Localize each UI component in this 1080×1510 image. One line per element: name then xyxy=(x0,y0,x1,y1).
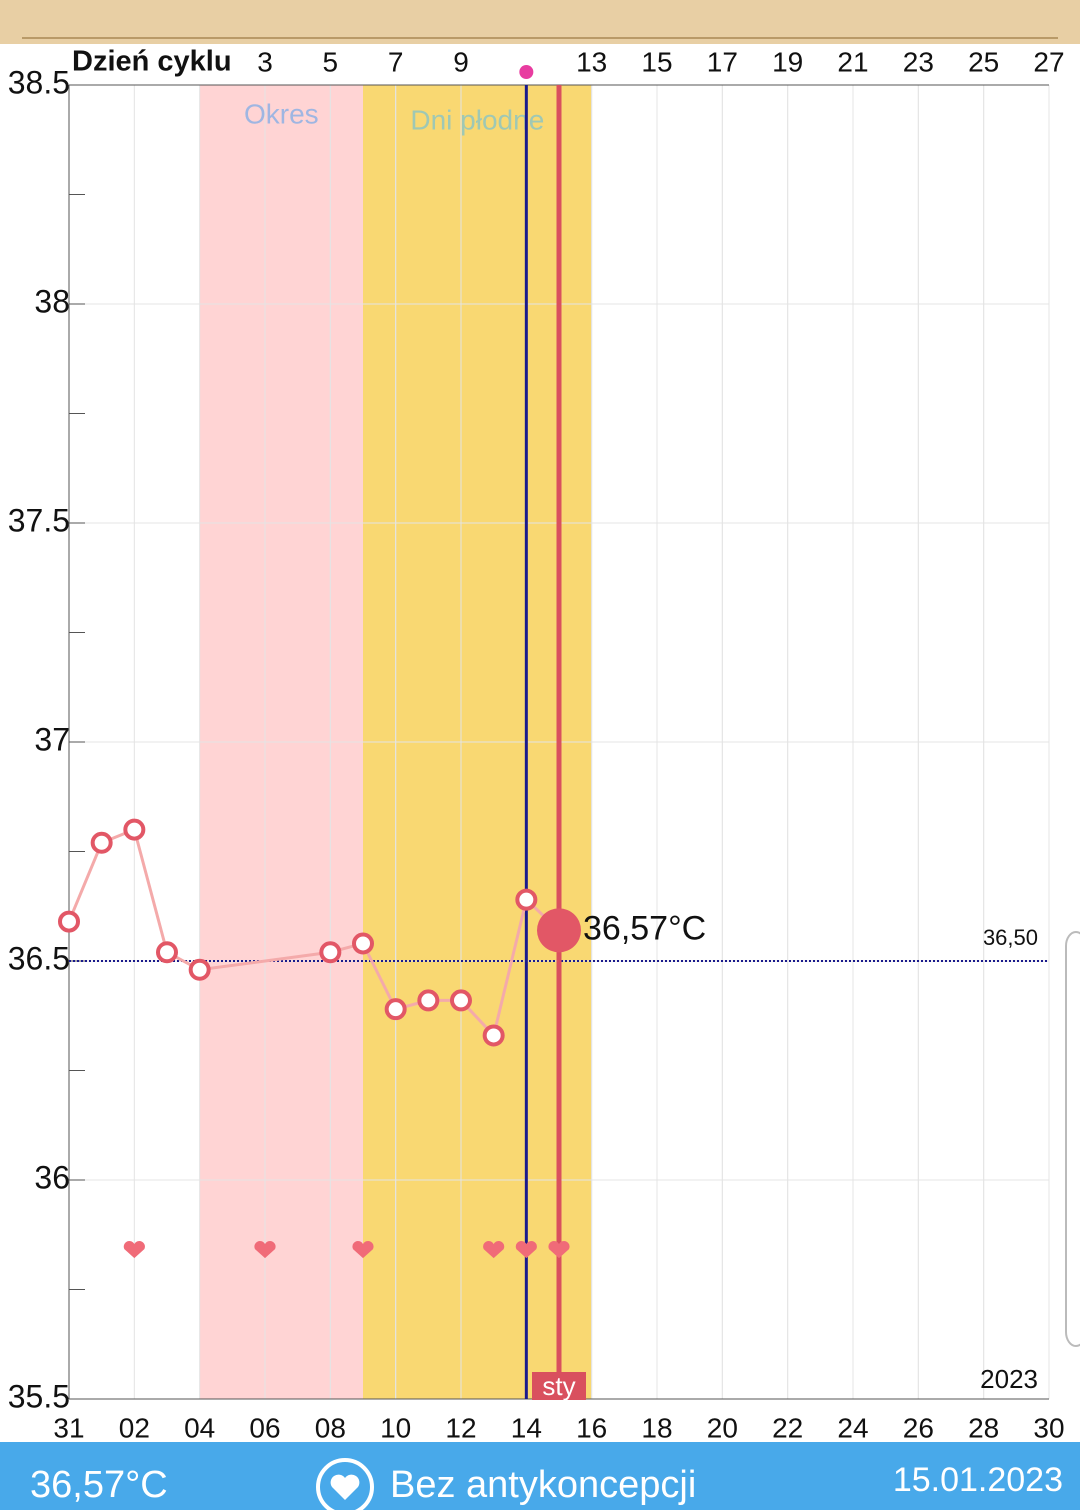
x2-tick-label: 3 xyxy=(257,46,273,77)
x2-tick-label: 15 xyxy=(641,46,672,77)
x-tick-label: 06 xyxy=(249,1412,280,1443)
x-tick-label: 10 xyxy=(380,1412,411,1443)
x-tick-label: 18 xyxy=(641,1412,672,1443)
temperature-point xyxy=(156,941,178,964)
temperature-point xyxy=(123,818,146,841)
x-tick-label: 08 xyxy=(315,1412,346,1443)
reference-label: 36,50 xyxy=(983,925,1038,950)
x2-tick-label: 23 xyxy=(903,46,934,77)
current-label: 36,57°C xyxy=(583,909,706,947)
x2-tick-label: 13 xyxy=(576,46,607,77)
side-handle[interactable] xyxy=(1065,931,1080,1347)
x-tick-label: 20 xyxy=(707,1412,738,1443)
x-tick-label: 02 xyxy=(119,1412,150,1443)
x-tick-label: 30 xyxy=(1033,1412,1064,1443)
x2-tick-label: 25 xyxy=(968,46,999,77)
footer-date[interactable]: 15.01.2023 xyxy=(893,1461,1063,1499)
band-label: Dni płodne xyxy=(410,104,544,135)
x2-tick-label: 21 xyxy=(837,46,868,77)
heart xyxy=(123,1240,145,1259)
temperature-point xyxy=(417,989,440,1012)
ovulation-dot xyxy=(519,65,534,79)
x2-tick-label: 5 xyxy=(323,46,339,77)
marker-label-bg xyxy=(532,1372,586,1400)
x-tick-label: 22 xyxy=(772,1412,803,1443)
x-tick-label: 24 xyxy=(837,1412,868,1443)
y-tick-label: 38.5 xyxy=(8,64,70,100)
x-tick-label: 04 xyxy=(184,1412,215,1443)
current-point xyxy=(537,908,581,953)
heart xyxy=(352,1240,374,1259)
temperature-point xyxy=(515,888,538,911)
temperature-point xyxy=(90,831,113,854)
heart xyxy=(548,1240,570,1259)
temperature-point xyxy=(450,989,472,1012)
band-label: Okres xyxy=(244,98,319,129)
y-tick-label: 35.5 xyxy=(8,1378,70,1414)
x2-tick-label: 7 xyxy=(388,46,404,77)
x-tick-label: 14 xyxy=(511,1412,542,1443)
y-tick-label: 36.5 xyxy=(8,940,70,976)
marker-label: sty xyxy=(542,1371,575,1401)
x2-tick-label: 27 xyxy=(1033,46,1064,77)
x-tick-label: 16 xyxy=(576,1412,607,1443)
wood-header xyxy=(0,0,1080,44)
footer-contraception[interactable]: Bez antykoncepcji xyxy=(390,1464,696,1506)
x2-axis-title: Dzień cyklu xyxy=(72,46,232,78)
temperature-point xyxy=(188,958,211,981)
temperature-point xyxy=(352,932,374,955)
heart-icon xyxy=(330,1474,360,1500)
temperature-point xyxy=(384,998,407,1021)
y-tick-label: 36 xyxy=(34,1159,70,1195)
temperature-point xyxy=(319,941,342,964)
y-tick-label: 38 xyxy=(34,283,70,319)
x2-tick-label: 17 xyxy=(707,46,738,77)
temperature-point xyxy=(482,1024,505,1047)
x-tick-label: 28 xyxy=(968,1412,999,1443)
footer-temperature: 36,57°C xyxy=(30,1464,168,1506)
x-tick-label: 12 xyxy=(445,1412,476,1443)
temperature-point xyxy=(58,910,80,933)
heart xyxy=(483,1240,505,1259)
year-label: 2023 xyxy=(980,1364,1038,1394)
y-tick-label: 37.5 xyxy=(8,502,70,538)
y-tick-label: 37 xyxy=(34,721,70,757)
heart xyxy=(515,1240,537,1259)
contraception-icon[interactable] xyxy=(316,1458,374,1510)
heart xyxy=(254,1240,276,1259)
x-tick-label: 26 xyxy=(903,1412,934,1443)
x-tick-label: 31 xyxy=(53,1412,84,1443)
x2-tick-label: 9 xyxy=(453,46,469,77)
x2-tick-label: 19 xyxy=(772,46,803,77)
footer-bar xyxy=(0,1442,1080,1510)
